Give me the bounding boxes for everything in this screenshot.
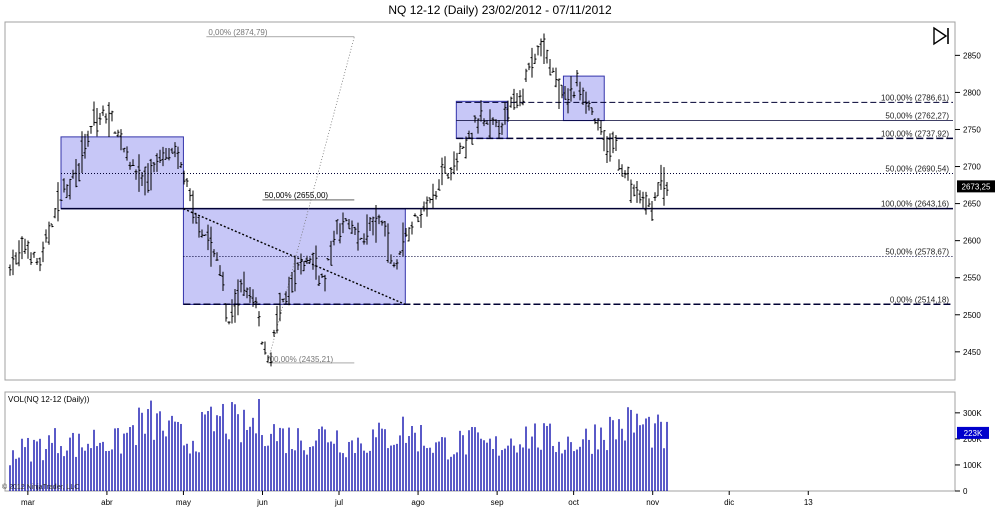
fib-trendline — [183, 208, 406, 306]
fib-annotation: 00,00% (2435,21) — [270, 355, 334, 364]
fib-annotation: 50,00% (2655,00) — [264, 191, 328, 200]
fib-annotation: 0,00% (2874,79) — [208, 28, 267, 37]
fib-level-label: 50,00% (2690,54) — [885, 165, 949, 174]
x-axis-month-label: sep — [491, 498, 504, 507]
fib-level-label: 100,00% (2643,16) — [881, 200, 949, 209]
scroll-to-end-icon[interactable] — [933, 26, 949, 46]
price-axis-tick-label: 2850 — [963, 51, 981, 60]
play-triangle-icon — [933, 26, 948, 46]
price-axis-tick-label: 2750 — [963, 125, 981, 134]
x-axis-month-label: oct — [568, 498, 579, 507]
price-axis-tick-label: 2600 — [963, 237, 981, 246]
price-axis-tick-label: 2550 — [963, 274, 981, 283]
price-axis-tick-label: 2700 — [963, 163, 981, 172]
x-axis-month-label: ago — [411, 498, 425, 507]
fib-level-label: 0,00% (2514,18) — [890, 295, 949, 304]
volume-axis-tick-label: 200K — [963, 435, 982, 444]
volume-bars-group — [9, 399, 668, 491]
last-volume-marker — [957, 426, 989, 439]
fib-level-label: 100,00% (2737,92) — [881, 129, 949, 138]
x-axis-month-label: nov — [646, 498, 659, 507]
volume-axis-tick-label: 100K — [963, 461, 982, 470]
x-axis-month-label: jul — [334, 498, 343, 507]
last-price-label: 2673,25 — [962, 182, 991, 191]
x-axis-month-label: 13 — [804, 498, 813, 507]
price-axis-tick-label: 2450 — [963, 348, 981, 357]
price-axis-tick-label: 2800 — [963, 88, 981, 97]
x-axis-month-label: may — [176, 498, 191, 507]
fib-level-label: 50,00% (2578,67) — [885, 247, 949, 256]
volume-panel-title: VOL(NQ 12-12 (Daily)) — [8, 395, 90, 404]
price-axis-tick-label: 2650 — [963, 200, 981, 209]
zone-rectangle — [455, 100, 508, 139]
x-axis-month-label: mar — [21, 498, 35, 507]
fib-level-label: 50,00% (2762,27) — [885, 111, 949, 120]
x-axis-month-label: dic — [724, 498, 734, 507]
price-axis-tick-label: 2500 — [963, 311, 981, 320]
fib-level-label: 100,00% (2786,61) — [881, 93, 949, 102]
copyright-text: © 2012 NinjaTrader, LLC — [2, 483, 79, 491]
volume-axis-tick-label: 0 — [963, 487, 968, 496]
last-price-marker — [957, 180, 995, 193]
chart-title: NQ 12-12 (Daily) 23/02/2012 - 07/11/2012 — [388, 3, 612, 17]
last-volume-label: 223K — [964, 429, 983, 438]
ohlc-bars-group — [8, 33, 669, 367]
volume-axis-tick-label: 300K — [963, 409, 982, 418]
x-axis-month-label: jun — [256, 498, 268, 507]
zone-rectangle — [562, 75, 605, 122]
x-axis-month-label: abr — [101, 498, 113, 507]
